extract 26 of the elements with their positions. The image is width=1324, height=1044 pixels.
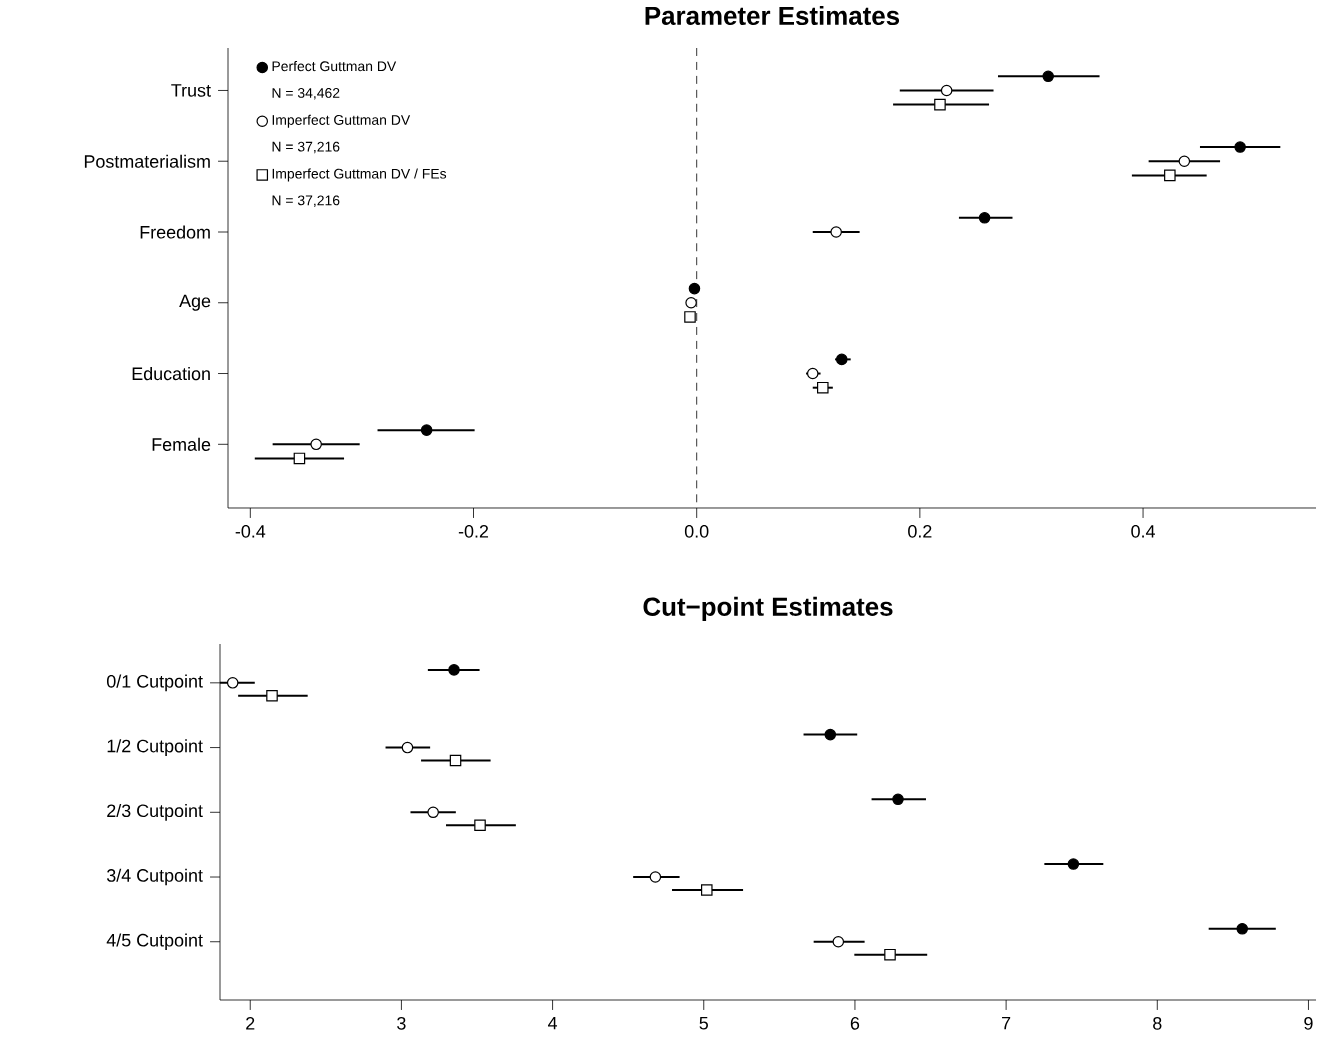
- x-tick-label: -0.2: [458, 524, 489, 538]
- x-tick-label: 5: [699, 1017, 708, 1030]
- x-tick-label: 2: [246, 1016, 255, 1030]
- y-tick-label: Postmaterialism: [84, 154, 210, 168]
- x-tick-label: 3: [397, 1016, 406, 1030]
- y-tick-label: Female: [152, 437, 211, 451]
- y-tick-label: 0/1 Cutpoint: [106, 674, 203, 692]
- x-tick-label: 4: [548, 1017, 558, 1030]
- y-tick-label: 2/3 Cutpoint: [107, 803, 203, 821]
- y-tick-label: Age: [179, 294, 211, 311]
- x-tick-label: -0.4: [235, 524, 266, 538]
- y-tick-label: Trust: [171, 84, 211, 97]
- y-tick-label: 3/4 Cutpoint: [106, 868, 203, 886]
- y-tick-label: 1/2 Cutpoint: [107, 739, 203, 756]
- chart-title: Cut−point Estimates: [643, 596, 893, 622]
- y-tick-label: Freedom: [140, 225, 210, 239]
- x-tick-label: 0.4: [1131, 524, 1155, 538]
- x-tick-label: 0.2: [908, 524, 932, 538]
- x-tick-label: 9: [1304, 1016, 1313, 1030]
- x-tick-label: 8: [1153, 1016, 1162, 1030]
- x-tick-label: 0.0: [684, 524, 709, 538]
- chart-title: Parameter Estimates: [645, 5, 900, 26]
- y-tick-label: 4/5 Cutpoint: [106, 933, 203, 951]
- y-tick-label: Education: [132, 366, 210, 381]
- x-tick-label: 7: [1002, 1017, 1011, 1030]
- x-tick-label: 6: [850, 1016, 860, 1030]
